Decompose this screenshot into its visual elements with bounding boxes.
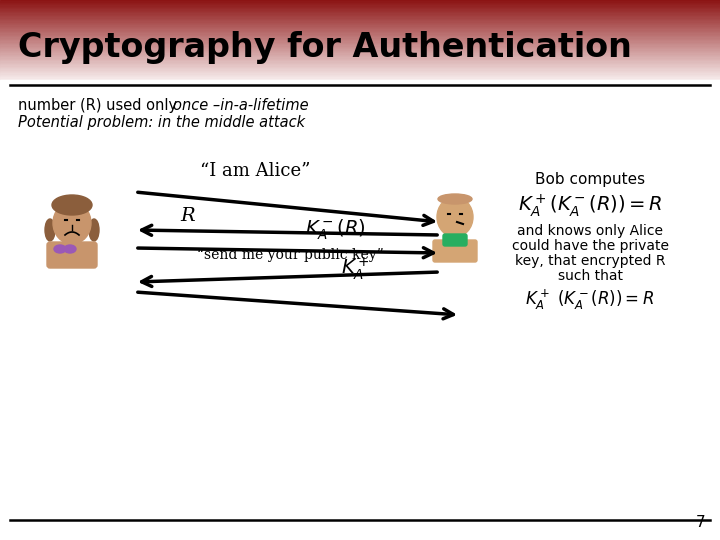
Bar xyxy=(0,16,720,17)
Bar xyxy=(0,80,720,540)
Bar xyxy=(0,46,720,48)
Bar xyxy=(0,66,720,68)
Text: Potential problem: in the middle attack: Potential problem: in the middle attack xyxy=(18,115,305,130)
Bar xyxy=(0,28,720,29)
Ellipse shape xyxy=(45,219,55,241)
Text: “send me your public key”: “send me your public key” xyxy=(197,248,383,262)
Text: R: R xyxy=(180,207,194,225)
Bar xyxy=(0,72,720,73)
Bar xyxy=(0,53,720,55)
Bar xyxy=(0,39,720,40)
Bar xyxy=(0,23,720,24)
Text: could have the private: could have the private xyxy=(511,239,668,253)
Bar xyxy=(0,79,720,80)
Bar xyxy=(0,65,720,66)
Text: Bob computes: Bob computes xyxy=(535,172,645,187)
Bar xyxy=(0,25,720,26)
Bar xyxy=(0,48,720,49)
Bar xyxy=(0,15,720,16)
Ellipse shape xyxy=(438,194,472,204)
Bar xyxy=(0,8,720,9)
Bar xyxy=(0,60,720,62)
Ellipse shape xyxy=(54,245,66,253)
Bar xyxy=(0,68,720,69)
Text: “I am Alice”: “I am Alice” xyxy=(199,162,310,180)
Bar xyxy=(0,5,720,6)
Ellipse shape xyxy=(437,197,473,237)
Bar xyxy=(0,57,720,59)
Bar xyxy=(0,26,720,28)
Ellipse shape xyxy=(64,245,76,253)
Bar xyxy=(0,76,720,77)
Bar xyxy=(0,6,720,8)
Ellipse shape xyxy=(89,219,99,241)
Text: Cryptography for Authentication: Cryptography for Authentication xyxy=(18,31,632,64)
Text: $K^+_A\ (K^-_A(R)) = R$: $K^+_A\ (K^-_A(R)) = R$ xyxy=(526,288,654,312)
Bar xyxy=(0,4,720,5)
Bar xyxy=(0,17,720,19)
Bar xyxy=(0,40,720,42)
Text: key, that encrypted R: key, that encrypted R xyxy=(515,254,665,268)
Text: $K^+_A$: $K^+_A$ xyxy=(341,255,369,282)
Bar xyxy=(0,45,720,46)
Bar xyxy=(0,35,720,36)
Bar xyxy=(0,77,720,79)
Bar xyxy=(0,29,720,31)
Bar xyxy=(0,1,720,3)
Bar xyxy=(0,51,720,52)
Bar xyxy=(0,75,720,76)
Bar xyxy=(0,42,720,43)
Bar xyxy=(0,44,720,45)
Bar xyxy=(0,43,720,44)
Bar xyxy=(0,52,720,53)
Ellipse shape xyxy=(52,195,92,215)
Bar xyxy=(0,36,720,37)
Bar xyxy=(0,22,720,23)
Bar xyxy=(0,3,720,4)
Bar xyxy=(0,64,720,65)
Text: number (R) used only: number (R) used only xyxy=(18,98,181,113)
Bar xyxy=(0,0,720,1)
Bar xyxy=(0,33,720,35)
Bar xyxy=(0,19,720,20)
Text: once –in-a-lifetime: once –in-a-lifetime xyxy=(173,98,309,113)
Text: and knows only Alice: and knows only Alice xyxy=(517,224,663,238)
Bar xyxy=(0,56,720,57)
Bar xyxy=(0,11,720,12)
Text: 7: 7 xyxy=(696,515,705,530)
Bar xyxy=(0,55,720,56)
Bar xyxy=(0,62,720,63)
Bar xyxy=(0,20,720,22)
Bar xyxy=(0,32,720,33)
FancyBboxPatch shape xyxy=(443,234,467,246)
Bar xyxy=(0,73,720,75)
Text: such that: such that xyxy=(557,269,623,283)
Bar xyxy=(0,9,720,11)
Bar xyxy=(0,69,720,71)
Text: $K^-_A(R)$: $K^-_A(R)$ xyxy=(305,218,365,242)
Ellipse shape xyxy=(53,202,91,244)
Bar xyxy=(0,14,720,15)
Bar xyxy=(0,12,720,14)
FancyBboxPatch shape xyxy=(433,240,477,262)
Bar xyxy=(0,59,720,60)
Bar xyxy=(0,49,720,51)
Bar xyxy=(0,37,720,39)
FancyBboxPatch shape xyxy=(47,242,97,268)
Bar xyxy=(0,24,720,25)
Text: $K^+_A(K^-_A(R)) = R$: $K^+_A(K^-_A(R)) = R$ xyxy=(518,192,662,219)
Bar xyxy=(0,31,720,32)
Bar xyxy=(0,71,720,72)
Bar xyxy=(0,63,720,64)
